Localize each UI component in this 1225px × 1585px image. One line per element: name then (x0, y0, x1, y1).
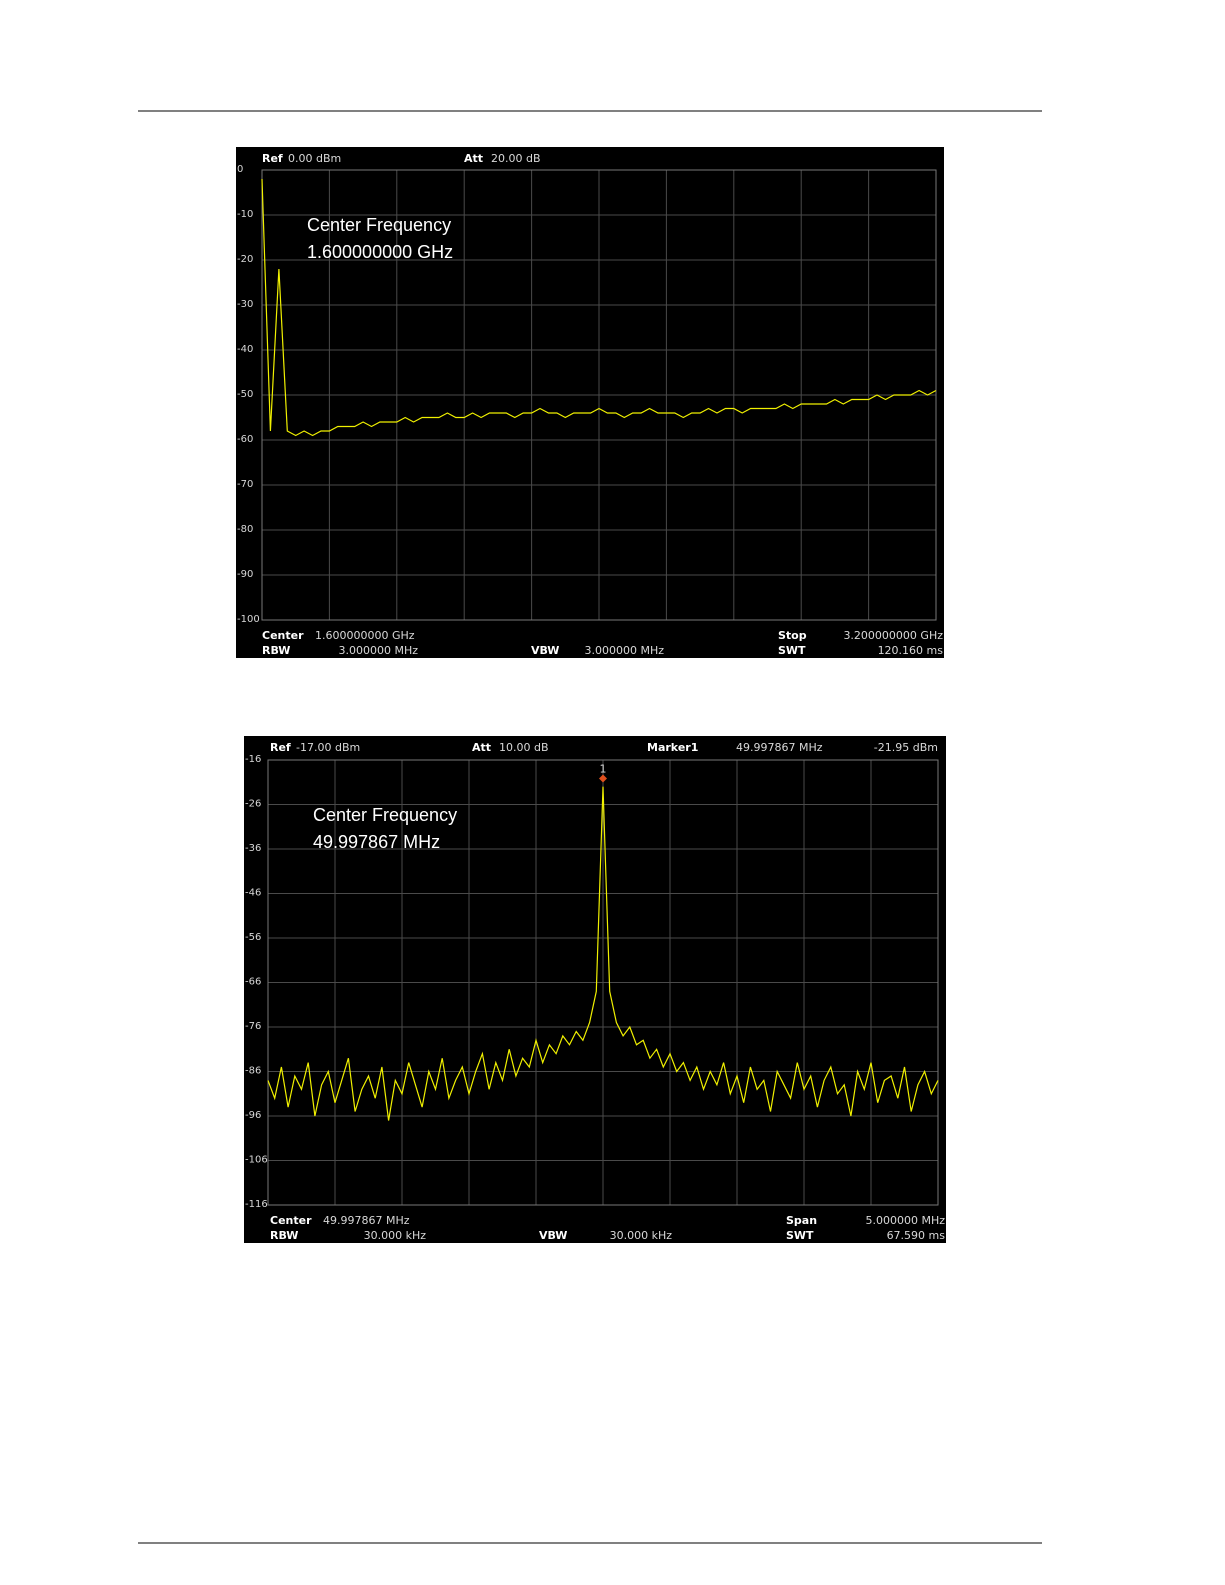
footer-label: RBW (262, 644, 290, 657)
annotation: 1.600000000 GHz (307, 242, 453, 262)
y-tick-label: -10 (237, 209, 253, 220)
marker-frequency: 49.997867 MHz (736, 741, 823, 754)
footer-label: Center (270, 1214, 312, 1227)
header-label: Ref (270, 741, 291, 754)
y-tick-label: -90 (237, 569, 253, 580)
header-value: 20.00 dB (491, 152, 541, 165)
footer-label: SWT (786, 1229, 814, 1242)
screen (244, 736, 946, 1243)
footer-value: 3.200000000 GHz (843, 629, 943, 642)
header-value: -17.00 dBm (296, 741, 360, 754)
footer-label: Center (262, 629, 304, 642)
header-label: Att (472, 741, 491, 754)
trace (261, 178, 937, 437)
y-tick-label: -20 (237, 254, 253, 265)
y-tick-label: -100 (237, 614, 260, 625)
trace (267, 786, 939, 1121)
footer-value: 1.600000000 GHz (315, 629, 415, 642)
footer-label: Stop (778, 629, 807, 642)
y-tick-label: -56 (245, 932, 261, 943)
header-value: 10.00 dB (499, 741, 549, 754)
footer-value: 3.000000 MHz (338, 644, 418, 657)
marker-name: Marker1 (647, 741, 698, 754)
y-tick-label: -46 (245, 888, 261, 899)
y-tick-label: -70 (237, 479, 253, 490)
footer-value: 67.590 ms (887, 1229, 946, 1242)
annotation: Center Frequency (307, 215, 451, 235)
footer-label: RBW (270, 1229, 298, 1242)
y-tick-label: -96 (245, 1110, 261, 1121)
marker-diamond (599, 774, 607, 783)
header-label: Ref (262, 152, 283, 165)
y-tick-label: 0 (237, 164, 243, 175)
footer-label: VBW (539, 1229, 567, 1242)
y-tick-label: -60 (237, 434, 253, 445)
plot-border (261, 169, 937, 621)
screen (236, 147, 944, 658)
header-value: 0.00 dBm (288, 152, 341, 165)
y-tick-label: -50 (237, 389, 253, 400)
y-tick-label: -86 (245, 1066, 261, 1077)
y-tick-label: -76 (245, 1021, 261, 1032)
marker-level: -21.95 dBm (874, 741, 938, 754)
y-tick-label: -36 (245, 843, 261, 854)
footer-label: SWT (778, 644, 806, 657)
footer-label: Span (786, 1214, 817, 1227)
footer-value: 30.000 kHz (364, 1229, 427, 1242)
y-tick-label: -40 (237, 344, 253, 355)
y-tick-label: -30 (237, 299, 253, 310)
footer-label: VBW (531, 644, 559, 657)
marker-number: 1 (600, 762, 607, 775)
footer-value: 120.160 ms (878, 644, 944, 657)
footer-value: 49.997867 MHz (323, 1214, 410, 1227)
y-tick-label: -80 (237, 524, 253, 535)
footer-value: 30.000 kHz (610, 1229, 673, 1242)
y-tick-label: -16 (245, 754, 261, 765)
footer-value: 3.000000 MHz (584, 644, 664, 657)
y-tick-label: -106 (245, 1155, 268, 1166)
annotation: 49.997867 MHz (313, 832, 440, 852)
y-tick-label: -26 (245, 799, 261, 810)
plot-border (267, 759, 939, 1206)
header-label: Att (464, 152, 483, 165)
annotation: Center Frequency (313, 805, 457, 825)
y-tick-label: -116 (245, 1199, 268, 1210)
y-tick-label: -66 (245, 977, 261, 988)
footer-value: 5.000000 MHz (865, 1214, 945, 1227)
